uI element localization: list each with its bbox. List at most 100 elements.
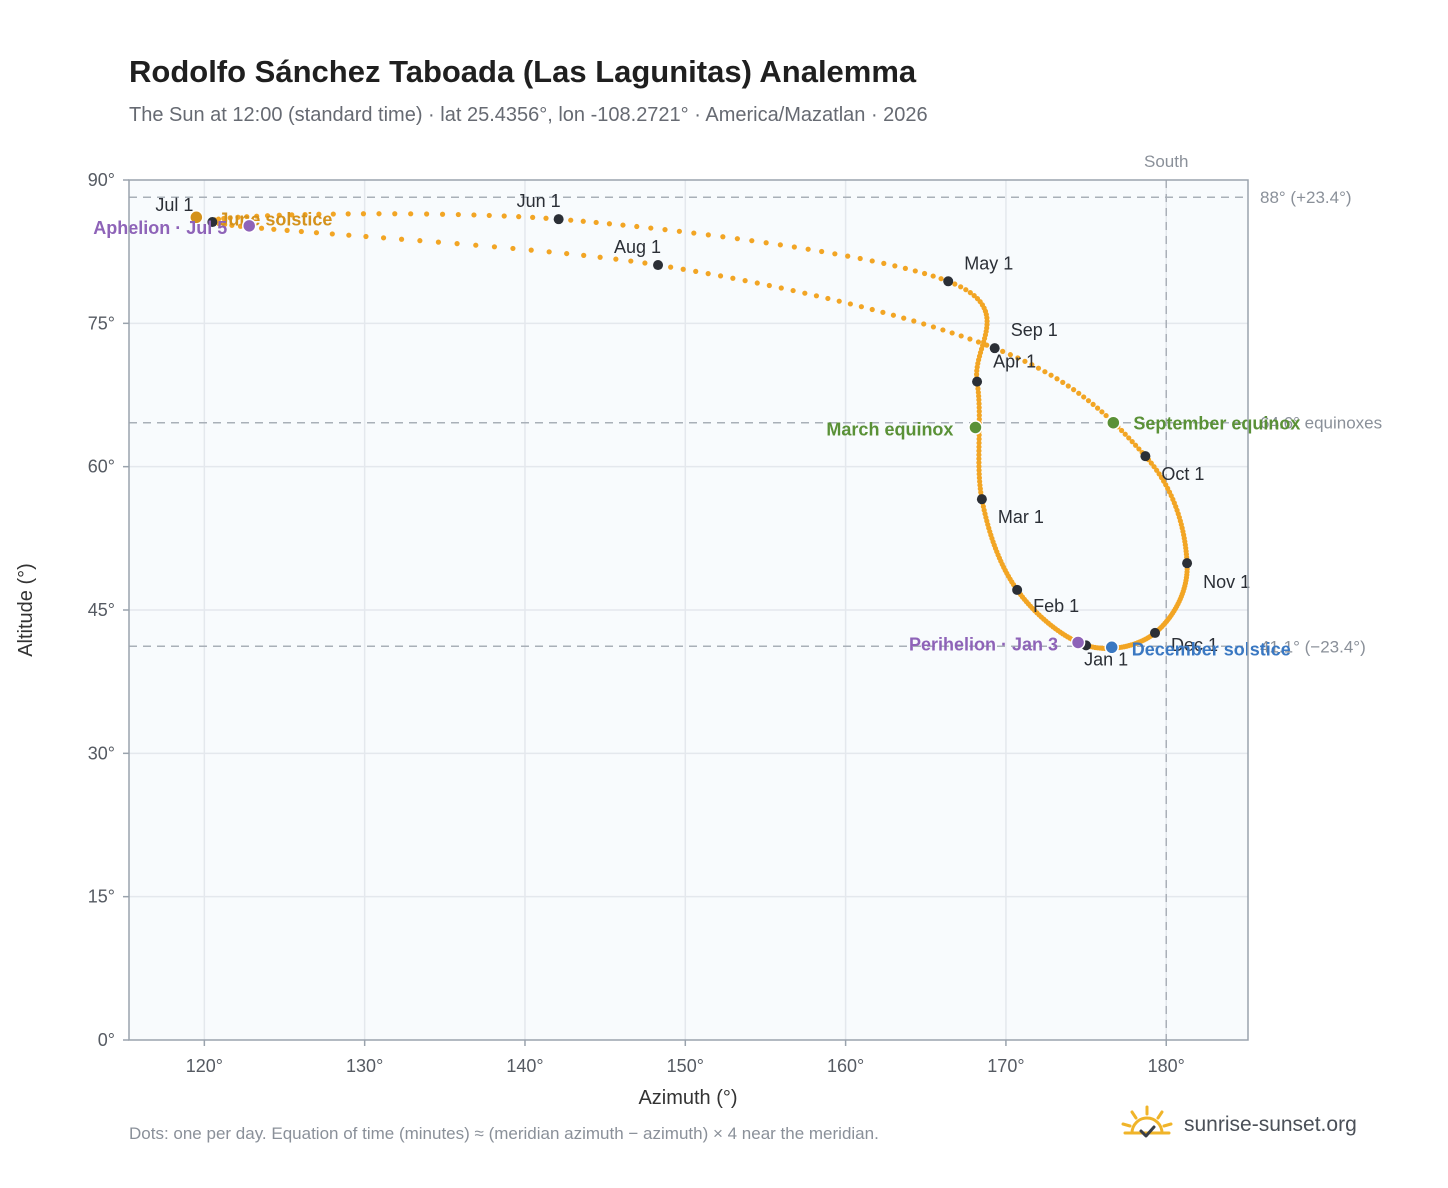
daily-sun-dot bbox=[734, 236, 740, 242]
daily-sun-dot bbox=[606, 221, 613, 227]
daily-sun-dot bbox=[976, 404, 982, 411]
daily-sun-dot bbox=[1081, 394, 1087, 400]
daily-sun-dot bbox=[1148, 460, 1154, 466]
daily-sun-dot bbox=[289, 212, 295, 218]
daily-sun-dot bbox=[766, 282, 772, 289]
daily-sun-dot bbox=[216, 221, 222, 227]
daily-sun-dot bbox=[346, 232, 352, 238]
daily-sun-dot bbox=[976, 401, 982, 407]
x-tick-label: 170° bbox=[987, 1056, 1024, 1076]
x-tick-label: 130° bbox=[346, 1056, 383, 1076]
month-marker bbox=[207, 217, 218, 228]
chart-title: Rodolfo Sánchez Taboada (Las Lagunitas) … bbox=[129, 54, 917, 89]
daily-sun-dot bbox=[1118, 427, 1125, 434]
daily-sun-dot bbox=[976, 471, 982, 477]
event-marker bbox=[1070, 635, 1086, 650]
daily-sun-dot bbox=[984, 342, 990, 348]
y-tick-label: 0° bbox=[98, 1030, 115, 1050]
daily-sun-dot bbox=[593, 219, 599, 226]
daily-sun-dot bbox=[271, 226, 277, 232]
daily-sun-dot bbox=[284, 227, 290, 233]
daily-sun-dot bbox=[975, 339, 982, 345]
brand-text: sunrise-sunset.org bbox=[1184, 1113, 1357, 1136]
month-markers: Jan 1 Feb 1 Mar 1 Apr 1 May 1 Jun 1 Jul 1 Aug 1… bbox=[155, 191, 1250, 669]
daily-sun-dot bbox=[958, 284, 964, 290]
daily-sun-dot bbox=[890, 312, 897, 318]
x-tick-label: 140° bbox=[506, 1056, 543, 1076]
daily-sun-dot bbox=[392, 211, 398, 217]
daily-sun-dot bbox=[974, 296, 981, 302]
daily-sun-dot bbox=[1054, 376, 1060, 382]
daily-sun-dot bbox=[501, 213, 507, 219]
daily-sun-dot bbox=[491, 244, 498, 250]
daily-sun-dot bbox=[938, 276, 944, 282]
daily-sun-dot bbox=[976, 436, 982, 442]
daily-sun-dot bbox=[642, 260, 648, 266]
daily-sun-dot bbox=[1000, 348, 1006, 354]
daily-sun-dot bbox=[892, 263, 898, 269]
daily-sun-dot bbox=[1103, 412, 1109, 419]
daily-sun-dot bbox=[813, 293, 820, 299]
daily-sun-dot bbox=[455, 211, 461, 218]
daily-sun-dot bbox=[424, 211, 430, 217]
daily-sun-dot bbox=[778, 285, 784, 291]
daily-sun-dot bbox=[244, 214, 250, 220]
daily-sun-dot bbox=[949, 330, 955, 336]
daily-sun-dot bbox=[1007, 352, 1013, 358]
daily-sun-dot bbox=[976, 397, 982, 403]
event-label: Aphelion · Jul 5 bbox=[93, 218, 227, 238]
event-label: Perihelion · Jan 3 bbox=[909, 634, 1058, 654]
month-label: May 1 bbox=[964, 253, 1013, 273]
x-tick-label: 180° bbox=[1148, 1056, 1185, 1076]
daily-sun-dot bbox=[634, 223, 640, 230]
daily-sun-dot bbox=[976, 448, 982, 454]
daily-sun-dot bbox=[1122, 431, 1128, 437]
daily-sun-dot bbox=[345, 211, 351, 217]
month-marker bbox=[989, 343, 1000, 354]
brand-logo[interactable]: sunrise-sunset.org bbox=[1120, 1103, 1357, 1147]
daily-sun-dot bbox=[976, 460, 982, 466]
daily-sun-dot bbox=[869, 258, 875, 264]
daily-sun-dot bbox=[967, 336, 973, 342]
daily-sun-dot bbox=[454, 241, 460, 247]
daily-sun-dot bbox=[568, 217, 574, 223]
daily-sun-dot bbox=[1099, 409, 1105, 415]
daily-sun-dot bbox=[564, 250, 570, 257]
daily-sun-dot bbox=[329, 231, 335, 237]
event-marker bbox=[241, 218, 257, 234]
event-label: December solstice bbox=[1132, 639, 1291, 659]
daily-sun-dot bbox=[825, 295, 831, 302]
daily-sun-dot bbox=[648, 225, 654, 231]
daily-sun-dot bbox=[790, 287, 796, 294]
daily-sun-dot bbox=[763, 240, 769, 246]
daily-sun-dot bbox=[486, 212, 492, 219]
daily-sun-dot bbox=[439, 211, 446, 217]
daily-sun-dot bbox=[298, 228, 304, 235]
daily-sun-dot bbox=[528, 247, 534, 253]
daily-sun-dot bbox=[730, 275, 736, 281]
daily-sun-dot bbox=[976, 412, 982, 418]
month-marker bbox=[1012, 584, 1023, 595]
reference-lines: South 88° (+23.4°) 64.6° equinoxes 41.1° (−… bbox=[129, 152, 1382, 1040]
altitude-reference-label: 88° (+23.4°) bbox=[1260, 188, 1352, 207]
daily-sun-dot bbox=[976, 408, 982, 414]
daily-sun-dot bbox=[1035, 365, 1042, 371]
daily-sun-dot bbox=[958, 333, 964, 339]
daily-sun-dot bbox=[360, 211, 367, 217]
daily-sun-dot bbox=[902, 265, 908, 271]
month-marker bbox=[1150, 627, 1161, 638]
daily-sun-dot bbox=[543, 215, 549, 221]
altitude-reference-label: 41.1° (−23.4°) bbox=[1260, 637, 1366, 656]
daily-sun-dot bbox=[705, 232, 711, 238]
daily-sun-dot bbox=[330, 211, 336, 217]
daily-sun-dot bbox=[1090, 401, 1096, 407]
daily-sun-dot bbox=[417, 238, 423, 244]
y-axis-label: Altitude (°) bbox=[15, 563, 37, 657]
month-label: Feb 1 bbox=[1033, 596, 1079, 616]
month-label: Jan 1 bbox=[1084, 649, 1128, 669]
daily-sun-dot bbox=[847, 301, 853, 307]
daily-sun-dot bbox=[858, 304, 864, 310]
month-label: Apr 1 bbox=[993, 352, 1036, 372]
daily-sun-dot bbox=[237, 223, 244, 229]
